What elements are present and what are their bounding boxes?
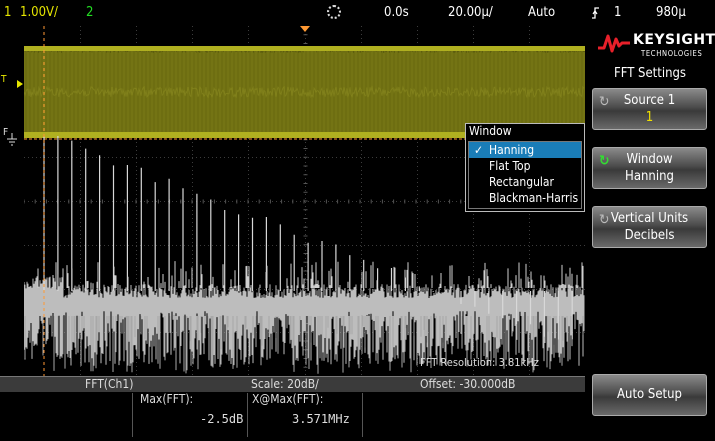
time-scale[interactable]: 20.00µ/ <box>448 5 493 20</box>
trigger-source[interactable]: 1 <box>614 5 622 20</box>
vertical-units-softkey[interactable]: ↻ Vertical Units Decibels <box>592 206 707 248</box>
window-option-flat-top[interactable]: Flat Top <box>489 159 531 173</box>
rising-edge-icon <box>591 0 600 26</box>
entry-knob-icon: ↻ <box>599 153 610 169</box>
fft-resolution: FFT Resolution: 3.81kHz <box>420 356 539 369</box>
channel1-waveform <box>24 46 585 139</box>
window-option-rectangular[interactable]: Rectangular <box>489 175 554 189</box>
menu-title: FFT Settings <box>613 66 687 81</box>
trigger-position-marker[interactable] <box>300 26 310 32</box>
keysight-logo: KEYSIGHT TECHNOLOGIES <box>597 30 715 62</box>
measurement-divider <box>247 393 248 437</box>
fft-source: FFT(Ch1) <box>85 377 134 391</box>
window-options-list[interactable]: ✓ Hanning Flat Top Rectangular Blackman-H… <box>468 141 582 209</box>
trigger-mode[interactable]: Auto <box>528 5 556 20</box>
acquisition-status-icon <box>327 5 341 19</box>
window-option-blackman-harris[interactable]: Blackman-Harris <box>489 191 579 205</box>
fft-info-header: FFT(Ch1) Scale: 20dB/ Offset: -30.000dB <box>0 376 585 392</box>
max-fft-label: Max(FFT): <box>140 392 194 406</box>
time-delay[interactable]: 0.0s <box>384 5 409 20</box>
window-dropdown-title: Window <box>469 124 512 138</box>
status-bar: 1 1.00V/ 2 0.0s 20.00µ/ Auto 1 980µ <box>0 0 715 26</box>
max-fft-value: -2.5dB <box>200 412 244 426</box>
window-dropdown[interactable]: Window ✓ Hanning Flat Top Rectangular Bla… <box>465 123 585 212</box>
trigger-level[interactable]: 980µ <box>656 5 686 20</box>
fft-ground-marker[interactable]: F <box>3 127 23 147</box>
checkmark-icon: ✓ <box>474 143 484 157</box>
fft-offset: Offset: -30.000dB <box>420 377 516 391</box>
source-softkey[interactable]: ↻ Source 1 1 <box>592 88 707 130</box>
window-option-hanning[interactable]: ✓ Hanning <box>469 142 581 158</box>
window-softkey[interactable]: ↻ Window Hanning <box>592 147 707 189</box>
measurement-divider <box>362 393 363 437</box>
channel1-scale[interactable]: 1.00V/ <box>20 5 58 20</box>
xmax-fft-value: 3.571MHz <box>292 412 350 426</box>
xmax-fft-label: X@Max(FFT): <box>252 392 324 406</box>
measurement-bar: FFT(Ch1) Scale: 20dB/ Offset: -30.000dB … <box>0 376 585 441</box>
measurement-divider <box>132 393 133 437</box>
channel1-number[interactable]: 1 <box>4 5 12 20</box>
auto-setup-softkey[interactable]: Auto Setup <box>592 374 707 416</box>
entry-knob-icon: ↻ <box>599 212 610 228</box>
fft-scale: Scale: 20dB/ <box>251 377 319 391</box>
entry-knob-icon: ↻ <box>599 94 610 110</box>
softkey-panel: KEYSIGHT TECHNOLOGIES FFT Settings ↻ Sou… <box>585 26 715 441</box>
channel2-number[interactable]: 2 <box>86 5 94 20</box>
channel1-ground-marker[interactable]: T <box>1 74 23 90</box>
keysight-wave-icon <box>598 34 630 53</box>
